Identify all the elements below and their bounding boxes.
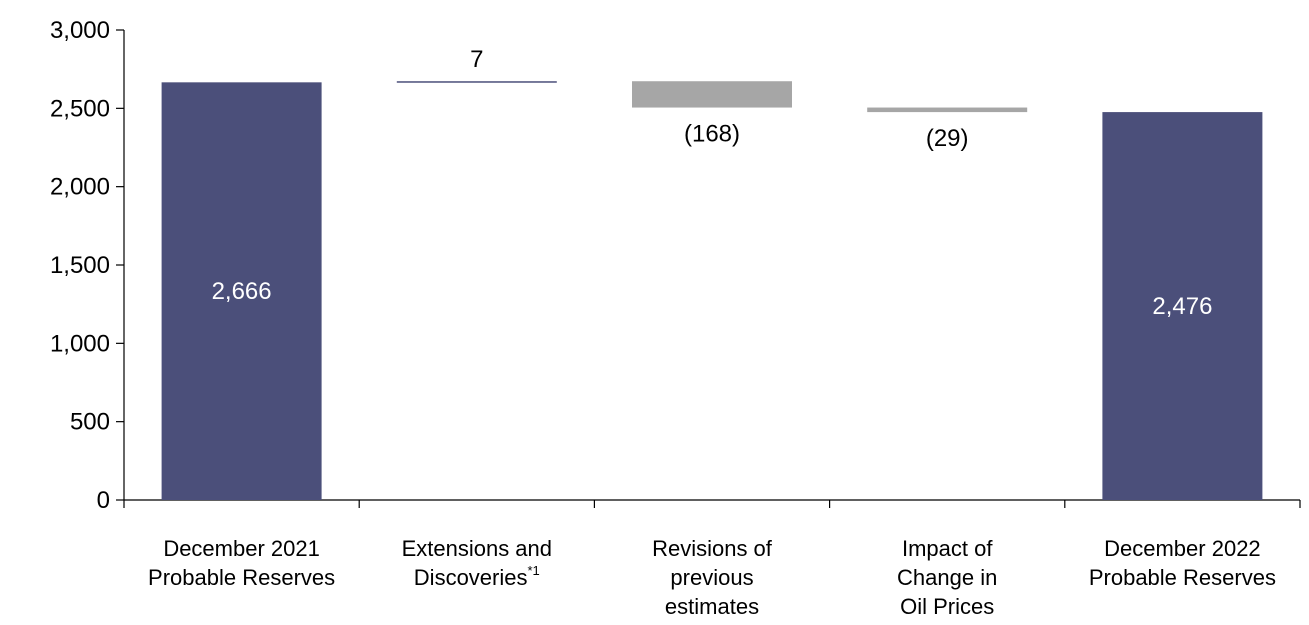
- data-label: 2,666: [212, 278, 272, 305]
- y-tick-label: 500: [70, 409, 110, 436]
- y-axis: 0 500 1,000 1,500 2,000 2,500 3,000: [50, 17, 125, 514]
- category-label-text: December 2022: [1104, 536, 1261, 561]
- bar-decrease: [632, 81, 792, 108]
- category-label-line: estimates: [665, 594, 759, 619]
- category-label-text: Probable Reserves: [1089, 565, 1276, 590]
- category-label-text: Impact of: [902, 536, 993, 561]
- category-label-line: Revisions of: [652, 536, 773, 561]
- category-label-text: previous: [670, 565, 753, 590]
- category-label-text: Oil Prices: [900, 594, 994, 619]
- category-label-line: Discoveries*1: [414, 563, 540, 590]
- y-tick-label: 3,000: [50, 17, 110, 44]
- bar-increase: [396, 81, 557, 83]
- category-label-line: Probable Reserves: [148, 565, 335, 590]
- bar-decrease: [867, 107, 1028, 113]
- category-label-text: Discoveries: [414, 565, 528, 590]
- category-label-text: Extensions and: [402, 536, 552, 561]
- category-label-text: Revisions of: [652, 536, 773, 561]
- category-label-line: December 2022: [1104, 536, 1261, 561]
- category-label-line: December 2021: [163, 536, 320, 561]
- y-tick-label: 1,500: [50, 252, 110, 279]
- bar-total: [161, 82, 322, 501]
- category-label-line: Change in: [897, 565, 997, 590]
- category-label-text: Change in: [897, 565, 997, 590]
- y-tick-label: 1,000: [50, 330, 110, 357]
- category-footnote-marker: *1: [528, 563, 540, 578]
- category-label-text: estimates: [665, 594, 759, 619]
- y-tick-label: 2,500: [50, 95, 110, 122]
- category-labels: December 2021 Probable Reserves Extensions…: [148, 536, 1276, 619]
- data-label: (29): [926, 125, 969, 152]
- y-tick-label: 0: [97, 487, 110, 514]
- category-label-line: Impact of: [902, 536, 993, 561]
- category-label-line: previous: [670, 565, 753, 590]
- y-tick-label: 2,000: [50, 174, 110, 201]
- bar-total: [1102, 112, 1263, 501]
- data-label: 2,476: [1152, 293, 1212, 320]
- data-label: 7: [470, 46, 483, 73]
- x-axis: [123, 499, 1301, 508]
- category-label-line: Extensions and: [402, 536, 552, 561]
- bars: [161, 81, 1263, 501]
- category-label-text: December 2021: [163, 536, 320, 561]
- data-label: (168): [684, 121, 740, 148]
- category-label-text: Probable Reserves: [148, 565, 335, 590]
- category-label-line: Oil Prices: [900, 594, 994, 619]
- category-label-line: Probable Reserves: [1089, 565, 1276, 590]
- data-labels: 2,666 7 (168) (29) 2,476: [212, 46, 1213, 320]
